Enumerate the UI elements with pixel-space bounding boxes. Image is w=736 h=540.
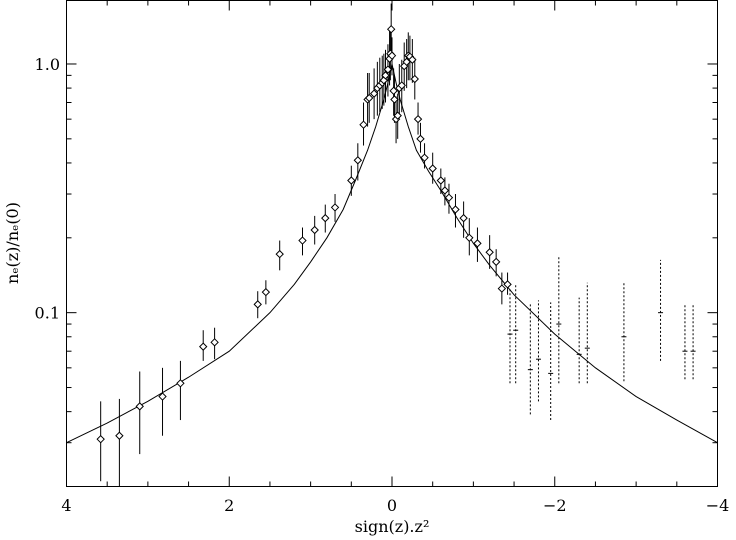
data-point-diamond (465, 233, 474, 243)
data-point-diamond (381, 71, 390, 80)
x-tick-label: 2 (224, 496, 234, 515)
data-point-diamond (440, 186, 450, 195)
data-point-diamond (383, 65, 393, 74)
data-point-diamond (321, 213, 330, 223)
data-point-diamond (410, 74, 419, 84)
data-point-diamond (261, 287, 271, 297)
data-point-diamond (408, 55, 417, 64)
data-point-diamond (353, 156, 363, 165)
fit-curve (66, 63, 718, 444)
data-point-diamond (359, 120, 368, 129)
y-tick-label: 1.0 (35, 55, 60, 74)
data-point-diamond (253, 300, 262, 309)
x-axis-label: sign(z).z² (355, 517, 430, 536)
axis-ticks (66, 0, 718, 487)
data-point-diamond (503, 280, 512, 289)
data-point-diamond (444, 193, 454, 202)
x-tick-label: −4 (706, 496, 730, 515)
data-point-diamond (369, 89, 379, 98)
data-point-diamond (310, 225, 319, 235)
data-point-diamond (365, 93, 374, 103)
data-point-diamond (473, 239, 482, 248)
errorbar-layer (100, 3, 694, 487)
data-point-diamond (497, 284, 507, 293)
data-point-diamond (436, 176, 446, 185)
data-point-diamond (347, 176, 356, 185)
x-tick-label: −2 (543, 496, 567, 515)
data-point-diamond (397, 81, 406, 90)
data-point-diamond (330, 203, 340, 212)
tick-label-layer: 4 2 0 −2 −4 0.1 1.0 (35, 55, 730, 515)
data-point-diamond (393, 111, 402, 120)
data-point-diamond (386, 24, 396, 34)
data-point-diamond (135, 402, 144, 411)
data-point-diamond (298, 236, 307, 245)
data-point-diamond (402, 57, 411, 67)
x-tick-label: 4 (61, 496, 71, 515)
data-point-diamond (459, 213, 468, 223)
fit-curve-layer (66, 63, 718, 444)
data-point-diamond (416, 134, 425, 144)
data-point-diamond (199, 342, 208, 351)
marker-layer (96, 24, 696, 444)
y-axis-label: nₑ(z)/nₑ(0) (3, 202, 22, 284)
data-point-diamond (387, 51, 397, 60)
y-tick-label: 0.1 (35, 304, 60, 323)
data-point-diamond (485, 248, 494, 257)
data-point-diamond (210, 338, 219, 347)
data-point-diamond (115, 431, 124, 440)
x-tick-label: 0 (387, 496, 397, 515)
data-point-diamond (96, 434, 105, 444)
data-point-diamond (176, 379, 185, 388)
data-point-diamond (390, 95, 399, 104)
data-point-diamond (451, 205, 460, 214)
data-point-diamond (420, 153, 429, 162)
data-point-diamond (389, 86, 398, 96)
data-point-diamond (491, 257, 501, 267)
data-point-diamond (275, 249, 284, 259)
data-point-diamond (158, 392, 167, 401)
data-point-diamond (413, 114, 423, 124)
data-point-diamond (428, 164, 437, 173)
